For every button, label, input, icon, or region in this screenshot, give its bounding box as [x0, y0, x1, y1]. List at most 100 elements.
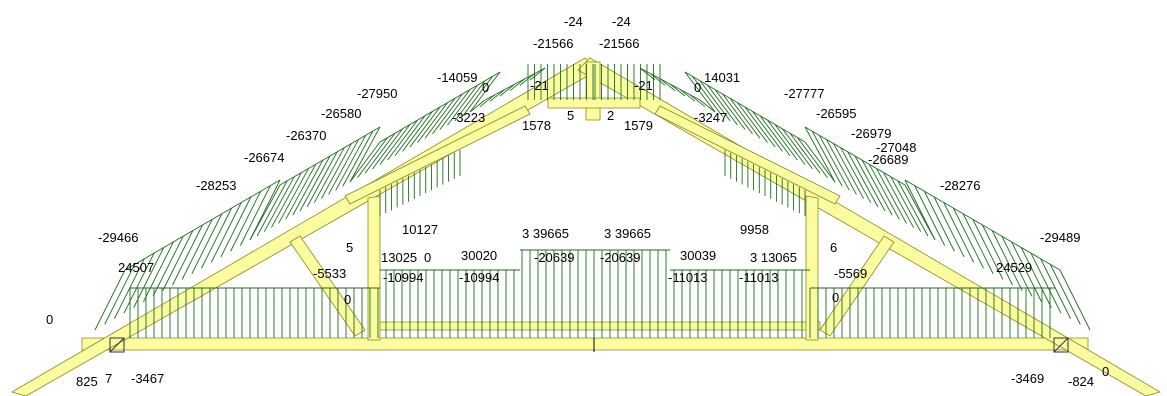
label-rafter-r-11: 1579 [624, 118, 653, 133]
hatch-left-rafter-mid [285, 164, 317, 220]
bottom-chord [81, 337, 1089, 351]
hatch-left-rafter-mid [299, 155, 331, 212]
hatch-left-rafter-high [349, 141, 381, 183]
label-rafter-r-4: -26979 [851, 126, 891, 141]
label-rafter-l-2: -27950 [357, 86, 397, 101]
hatch-right-rafter-high [692, 76, 723, 117]
hatch-left-rafter-top [499, 83, 516, 97]
label-support-l-825: 825 [76, 374, 98, 389]
label-apex-right-top: -24 [612, 14, 631, 29]
hatch-right-rafter-top [649, 72, 666, 86]
hatch-right-rafter-low [991, 230, 1023, 291]
right-collar [654, 105, 841, 205]
hatch-left-rafter-low [94, 269, 126, 331]
hatch-right-rafter-high [729, 97, 761, 139]
label-rafter-r-7: -28276 [940, 178, 980, 193]
apex-collar [547, 97, 641, 109]
label-rafter-l-1: -14059 [437, 70, 477, 85]
label-web-l-39665: 3 39665 [522, 226, 569, 241]
hatch-left-rafter-top-outline [484, 67, 546, 101]
label-tie-c-20639a: -20639 [534, 250, 574, 265]
hatch-left-rafter-mid [292, 159, 324, 216]
label-web-l-5: 5 [346, 240, 353, 255]
hatch-right-rafter-high [722, 93, 753, 135]
hatch-left-rafter-high [439, 89, 471, 130]
label-rafter-l-3: -26580 [321, 106, 361, 121]
hatch-right-rafter-mid [861, 159, 893, 216]
hatch-right-rafter-mid [833, 143, 864, 199]
force-labels: -24 -24 -21566 -21566 -14059 0 -21 -2795… [46, 14, 1109, 389]
hatch-right-rafter-high [774, 124, 806, 165]
label-tie-l-10994a: -10994 [383, 270, 423, 285]
left-support-icon [109, 337, 125, 353]
hatch-left-rafter-high [364, 132, 396, 174]
hatch-left-rafter-low [152, 236, 184, 297]
label-support-r-824: -824 [1068, 374, 1094, 389]
hatch-left-rafter-mid [306, 151, 338, 208]
hatch-left-rafter-mid-outline [279, 126, 381, 186]
label-rafter-l-6: -28253 [196, 178, 236, 193]
label-rafter-r-1: 14031 [704, 70, 740, 85]
label-web-l-30020: 30020 [461, 248, 497, 263]
hatch-left-rafter-high [409, 106, 441, 148]
label-eave-l-0: 0 [46, 312, 53, 327]
left-collar [344, 105, 531, 205]
label-web-r-6: 6 [830, 240, 837, 255]
label-center-5: 5 [567, 108, 574, 123]
hatch-right-rafter-high [752, 111, 783, 152]
right-post [805, 195, 819, 341]
label-tie-r-11013a: -11013 [668, 270, 708, 285]
hatch-left-rafter-mid [328, 139, 359, 195]
hatch-left-rafter-mid [349, 126, 381, 183]
left-support-hatch [109, 337, 125, 353]
hatch-right-rafter-low [1011, 241, 1042, 303]
hatch-right-rafter-high [684, 71, 716, 113]
hatch-left-rafter-top [469, 99, 486, 113]
hatch-right-rafter-low [933, 196, 965, 258]
hatch-right-rafter-mid [847, 151, 879, 208]
hatch-left-rafter-high [454, 80, 486, 122]
hatch-left-rafter-top [479, 94, 496, 108]
hatch-left-rafter-low [162, 230, 194, 291]
hatch-right-rafter-high [782, 128, 813, 170]
force-diagram-hatching [94, 64, 1091, 338]
hatch-right-rafter-low [962, 213, 994, 274]
hatch-right-rafter-mid [804, 126, 836, 183]
label-web-l-0a: 0 [424, 250, 431, 265]
hatch-left-rafter-high [394, 115, 426, 157]
hatch-right-rafter-low [1020, 247, 1052, 308]
label-rafter-l-9: -3223 [452, 110, 485, 125]
hatch-left-rafter-high [462, 76, 493, 117]
label-tie-r-11013b: -11013 [739, 270, 779, 285]
hatch-left-rafter-mid [321, 143, 352, 199]
hatch-left-rafter-low [113, 258, 145, 319]
hatch-right-rafter-top [689, 94, 706, 108]
hatch-left-rafter-high-outline [379, 71, 501, 143]
label-rafter-r-10: -3247 [694, 110, 727, 125]
left-post [367, 195, 381, 341]
hatch-left-rafter-low [133, 247, 165, 308]
hatch-left-rafter-mid [271, 172, 302, 228]
hatch-right-rafter-mid [904, 184, 936, 241]
label-support-l-3467: -3467 [131, 371, 164, 386]
hatch-right-rafter-low [1059, 269, 1091, 331]
label-rafter-l-10: 1578 [522, 118, 551, 133]
hatch-right-rafter-top [699, 99, 716, 113]
hatch-right-rafter-high-outline [684, 71, 806, 143]
hatch-left-rafter-top [489, 88, 506, 102]
hatch-left-rafter-high [469, 71, 501, 113]
label-rafter-l-8: 24507 [118, 260, 154, 275]
label-web-r-13065: 3 13065 [750, 250, 797, 265]
hatch-right-rafter-mid [890, 176, 922, 232]
label-rafter-r-8: -29489 [1040, 230, 1080, 245]
hatch-right-rafter-low [972, 219, 1004, 280]
hatch-right-rafter-low [1049, 264, 1081, 325]
hatch-left-rafter-low [143, 241, 174, 303]
hatch-right-rafter-mid [876, 168, 907, 224]
hatch-right-rafter-mid [840, 147, 872, 203]
hatch-right-rafter-high [707, 84, 738, 126]
label-tie-l-5533: -5533 [313, 266, 346, 281]
label-rafter-l-4: -26370 [286, 128, 326, 143]
label-web-l-10127: 10127 [402, 222, 438, 237]
hatch-right-rafter-top [679, 88, 696, 102]
